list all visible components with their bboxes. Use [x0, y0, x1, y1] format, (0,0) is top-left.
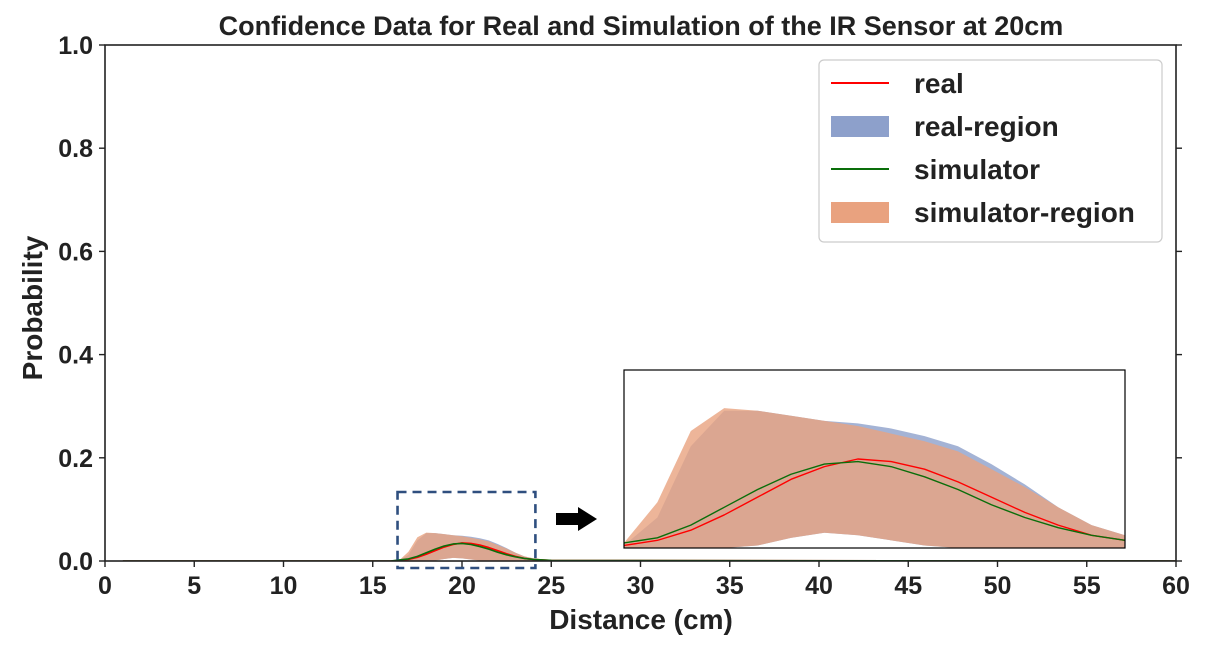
y-tick-label: 0.2: [58, 445, 93, 473]
legend-label-simulator-region: simulator-region: [914, 197, 1135, 228]
main-plot: [122, 532, 1176, 561]
chart-title: Confidence Data for Real and Simulation …: [219, 11, 1064, 41]
x-tick-label: 60: [1162, 572, 1190, 600]
y-axis: 0.0 0.2 0.4 0.6 0.8 1.0: [58, 32, 1182, 576]
y-tick-label: 0.6: [58, 238, 93, 266]
zoom-region-box: [396, 490, 537, 570]
x-tick-label: 10: [270, 572, 298, 600]
x-tick-label: 5: [187, 572, 201, 600]
inset-plot: [624, 408, 1125, 548]
x-tick-label: 50: [984, 572, 1012, 600]
legend-frame: [818, 59, 1163, 243]
x-tick-label: 20: [448, 572, 476, 600]
x-axis: 0 5 10 15 20 25 30 35 40 45 50 55 60: [98, 561, 1190, 600]
zoom-arrow-icon: [556, 507, 597, 531]
x-axis-label: Distance (cm): [549, 604, 733, 635]
legend-swatch-simulator-region: [831, 202, 889, 223]
y-axis-label: Probability: [17, 235, 48, 380]
legend-swatch-real-region: [831, 116, 889, 137]
y-tick-label: 1.0: [58, 32, 93, 60]
x-tick-label: 40: [805, 572, 833, 600]
inset-frame: [623, 369, 1126, 549]
x-tick-label: 55: [1073, 572, 1101, 600]
legend-label-real-region: real-region: [914, 111, 1059, 142]
x-tick-label: 0: [98, 572, 112, 600]
x-tick-label: 15: [359, 572, 387, 600]
x-tick-label: 25: [537, 572, 565, 600]
legend-label-real: real: [914, 68, 964, 99]
y-tick-label: 0.0: [58, 548, 93, 576]
series-simulator-region: [399, 532, 552, 561]
legend: real real-region simulator simulator-region: [818, 59, 1163, 243]
series-simulator-line: [122, 542, 1176, 561]
y-tick-label: 0.4: [58, 342, 93, 370]
inset-series-simulator-region: [624, 408, 1125, 548]
legend-label-simulator: simulator: [914, 154, 1040, 185]
x-tick-label: 45: [894, 572, 922, 600]
x-tick-label: 30: [627, 572, 655, 600]
x-tick-label: 35: [716, 572, 744, 600]
inset-series-simulator-line: [624, 460, 1125, 544]
y-tick-label: 0.8: [58, 135, 93, 163]
